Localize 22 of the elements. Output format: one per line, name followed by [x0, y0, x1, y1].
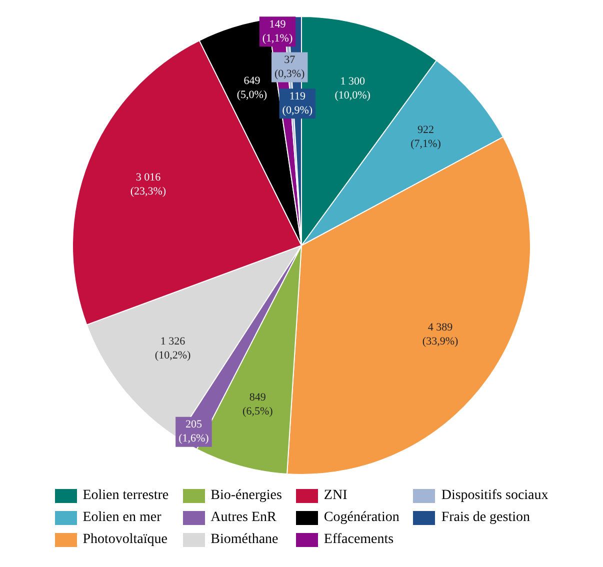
data-label: 119 (0,9%)	[282, 90, 313, 116]
data-label: 649 (5,0%)	[236, 75, 268, 102]
data-label: 205 (1,6%)	[178, 418, 210, 445]
legend-label: Autres EnR	[210, 510, 276, 526]
legend-label: Frais de gestion	[441, 510, 530, 526]
data-label: 849 (6,5%)	[242, 391, 274, 418]
legend-label: Eolien en mer	[82, 510, 162, 526]
data-label: 922 (7,1%)	[410, 124, 442, 150]
legend-label: ZNI	[324, 488, 348, 504]
data-label: 149 (1,1%)	[262, 18, 293, 44]
legend-label: Photovoltaïque	[82, 532, 168, 548]
data-label: 1 300 (10,0%)	[334, 76, 371, 102]
data-label: 37 (0,3%)	[274, 54, 306, 80]
legend-label: Biométhane	[210, 532, 278, 548]
data-label: 4 389 (33,9%)	[422, 321, 458, 348]
legend-label: Dispositifs sociaux	[441, 488, 548, 504]
data-label: 1 326 (10,2%)	[154, 335, 191, 362]
legend-label: Eolien terrestre	[82, 488, 169, 504]
data-label: 3 016 (23,3%)	[130, 172, 166, 198]
legend-label: Cogénération	[324, 510, 400, 526]
legend-label: Effacements	[324, 532, 394, 548]
legend-label: Bio-énergies	[210, 488, 282, 504]
